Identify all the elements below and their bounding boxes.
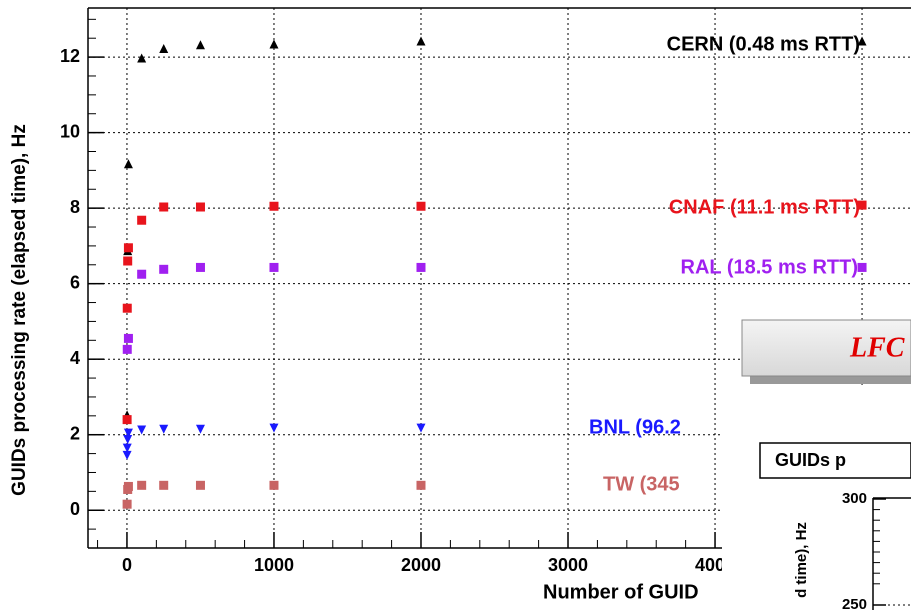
x-tick-label: 3000 xyxy=(548,555,588,575)
point xyxy=(195,480,205,490)
point xyxy=(269,423,279,433)
y-axis-label: GUIDs processing rate (elapsed time), Hz xyxy=(9,124,30,496)
point xyxy=(123,256,133,266)
point xyxy=(123,333,133,343)
point xyxy=(857,262,867,272)
point xyxy=(269,480,279,490)
marks xyxy=(122,36,867,509)
x-tick-label: 2000 xyxy=(401,555,441,575)
y-tick-label: 6 xyxy=(70,272,80,292)
point xyxy=(159,264,169,274)
point xyxy=(195,40,205,50)
point xyxy=(122,443,132,453)
y-tick-label: 10 xyxy=(60,121,80,141)
point xyxy=(122,499,132,509)
point xyxy=(137,425,147,435)
point xyxy=(137,480,147,490)
point xyxy=(416,423,426,433)
y-tick-label: 12 xyxy=(60,46,80,66)
point xyxy=(123,159,133,169)
inset-title-box xyxy=(759,442,911,479)
series-label: TW (345 xyxy=(603,473,680,495)
point xyxy=(137,269,147,279)
series-labels: CERN (0.48 ms RTT) CNAF (11.1 ms RTT) RAL … xyxy=(589,33,860,495)
point xyxy=(195,424,205,434)
point xyxy=(122,344,132,354)
series-label: CERN (0.48 ms RTT) xyxy=(667,33,860,55)
inset-tick-label: 250 xyxy=(842,596,867,610)
point xyxy=(123,481,133,491)
point xyxy=(123,434,133,444)
point xyxy=(159,424,169,434)
point xyxy=(416,36,426,46)
point xyxy=(159,202,169,212)
inset-y-label: d time), Hz xyxy=(793,522,810,598)
point xyxy=(122,303,132,313)
inset-title: GUIDs p xyxy=(775,450,846,470)
point xyxy=(122,450,132,460)
point xyxy=(123,428,133,438)
series-label: CNAF (11.1 ms RTT) xyxy=(669,196,860,218)
inset-tick-label: 300 xyxy=(842,490,867,507)
y-tick-label: 4 xyxy=(70,348,80,368)
inset-axis: 300 250 xyxy=(842,490,911,610)
point xyxy=(137,215,147,225)
point xyxy=(123,243,133,253)
x-axis-label: Number of GUID xyxy=(543,581,699,603)
point xyxy=(269,201,279,211)
banner-text: LFC xyxy=(849,332,905,363)
series-label: RAL (18.5 ms RTT) xyxy=(681,256,858,278)
banner xyxy=(741,319,911,377)
y-tick-label: 0 xyxy=(70,499,80,519)
y-tick-label: 8 xyxy=(70,197,80,217)
point xyxy=(269,39,279,49)
point xyxy=(195,262,205,272)
x-tick-label: 0 xyxy=(122,555,132,575)
point xyxy=(269,262,279,272)
point xyxy=(159,44,169,54)
point xyxy=(416,201,426,211)
point xyxy=(122,415,132,425)
y-tick-label: 2 xyxy=(70,423,80,443)
point xyxy=(416,262,426,272)
point xyxy=(857,36,867,46)
x-tick-label: 1000 xyxy=(254,555,294,575)
series-label: BNL (96.2 xyxy=(589,416,681,438)
point xyxy=(195,202,205,212)
point xyxy=(857,200,867,210)
point xyxy=(159,480,169,490)
point xyxy=(137,53,147,63)
point xyxy=(416,480,426,490)
